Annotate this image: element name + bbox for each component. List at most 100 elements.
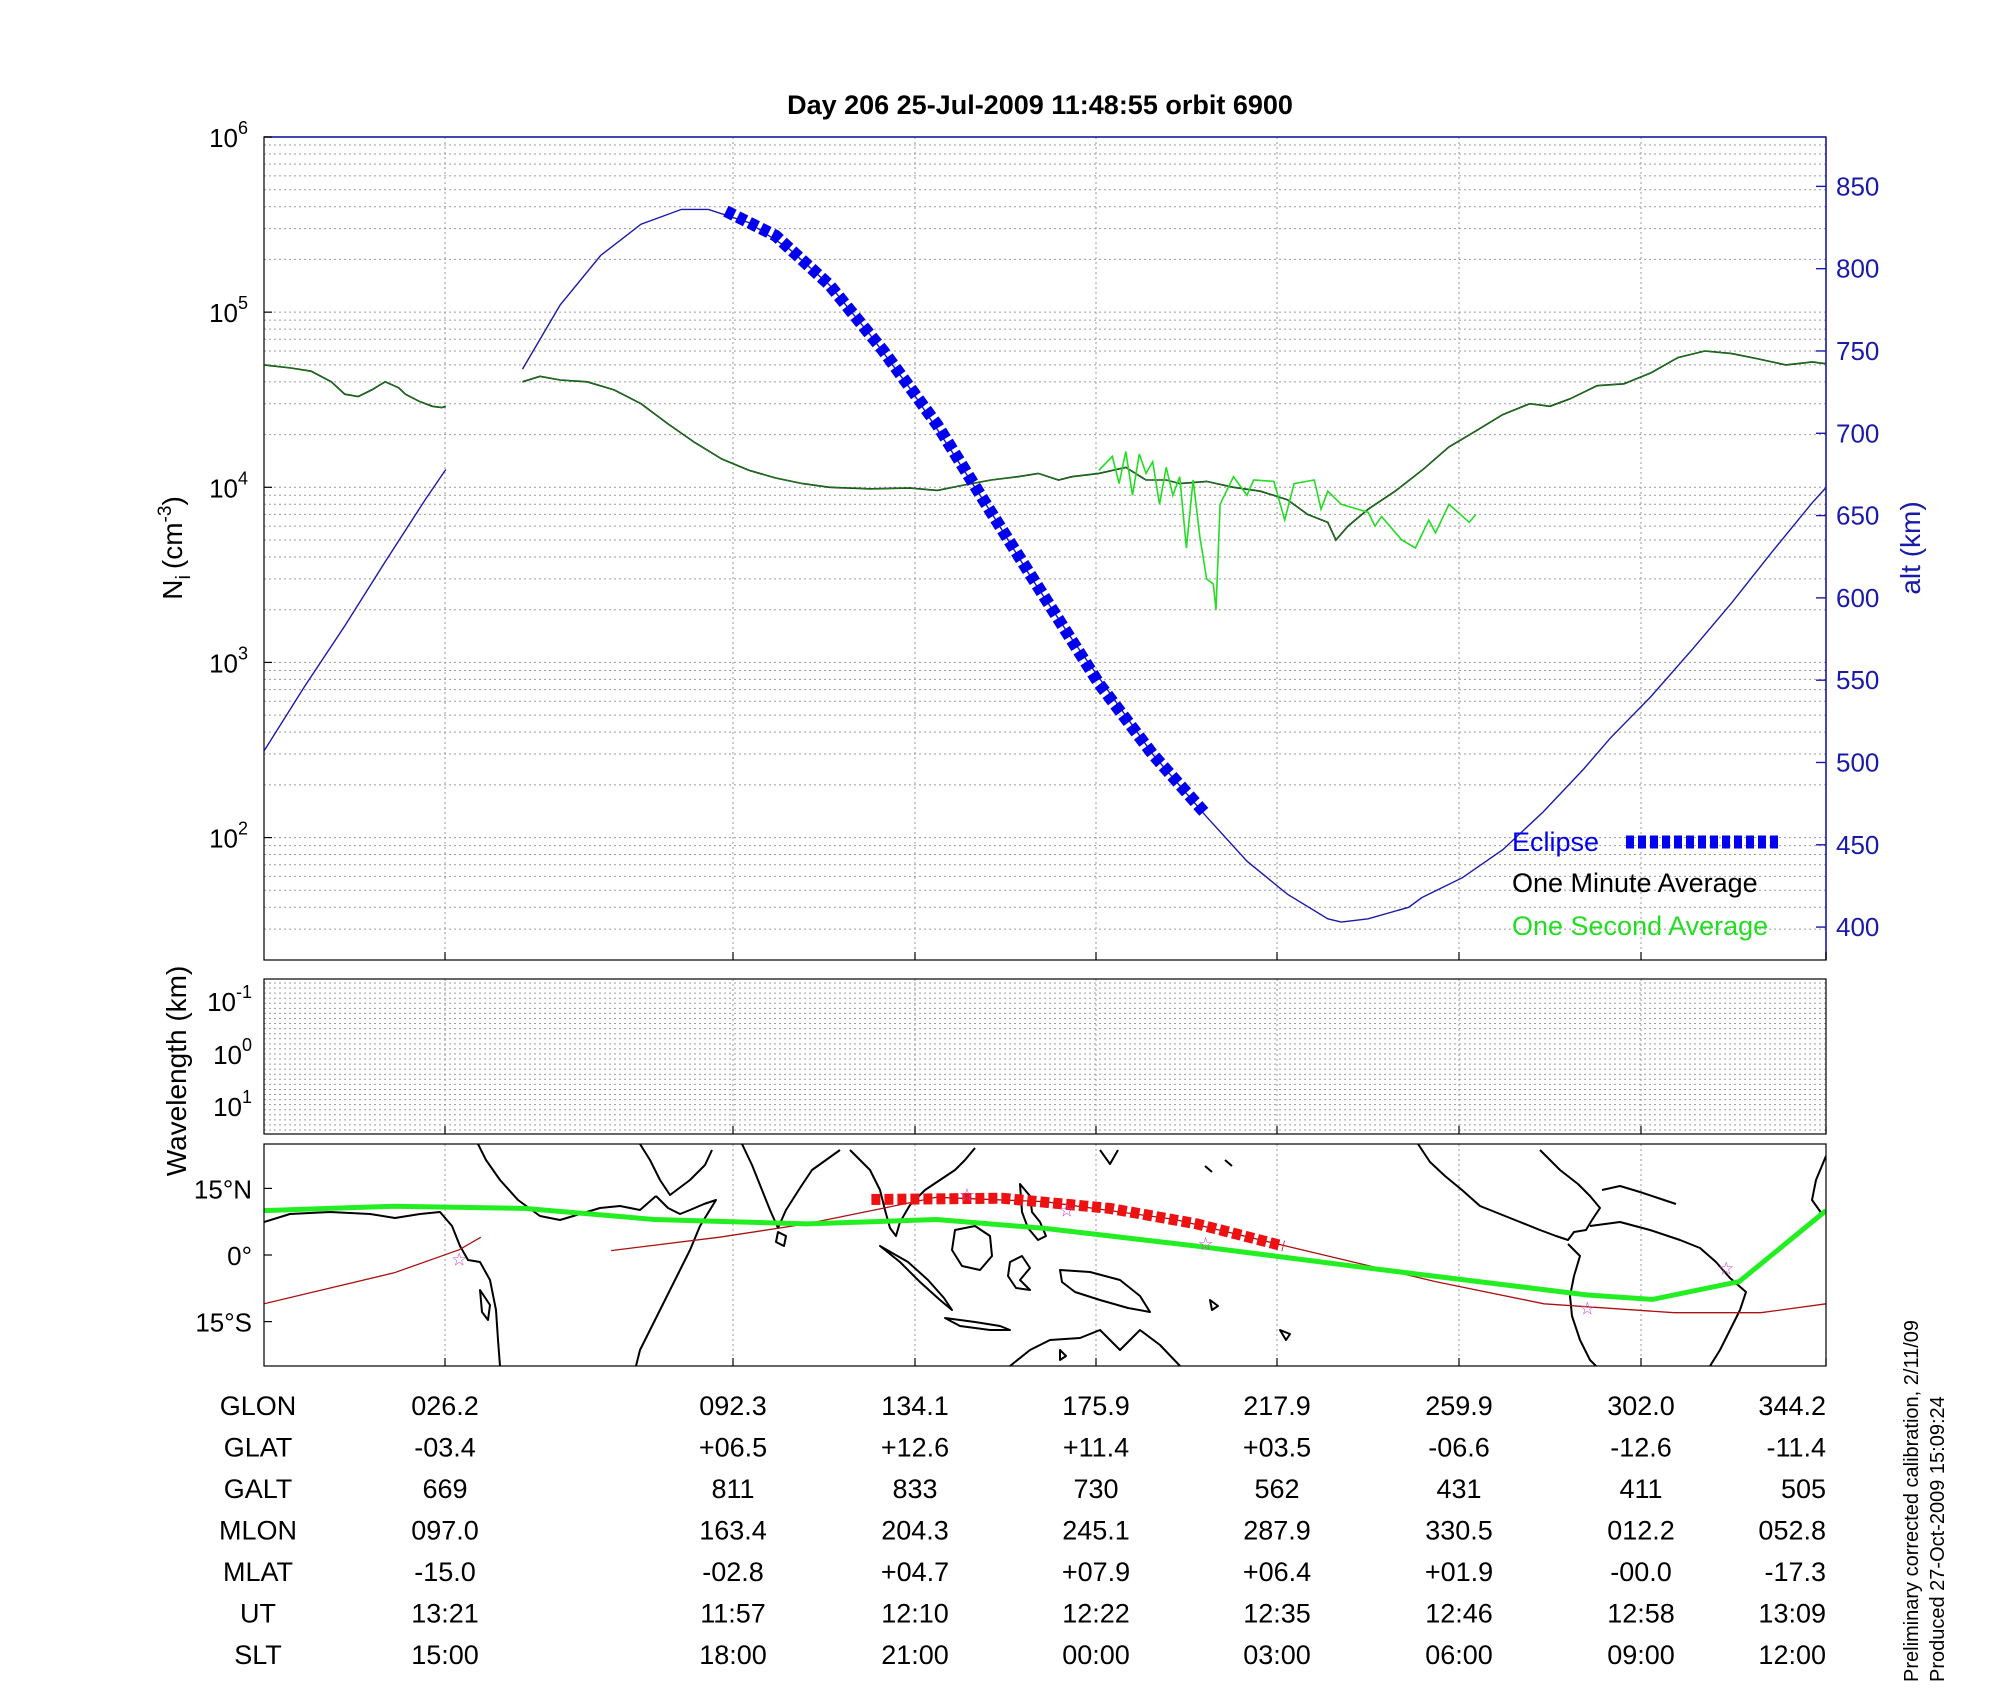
table-cell: 669: [422, 1474, 467, 1504]
altitude-tick-label: 650: [1836, 501, 1879, 531]
table-cell: 012.2: [1607, 1516, 1675, 1546]
table-cell: 21:00: [881, 1640, 949, 1670]
table-cell: 06:00: [1425, 1640, 1493, 1670]
y-tick-label: 102: [209, 819, 248, 854]
wavelength-tick-exponent: -1: [236, 982, 252, 1002]
wavelength-tick-label: 100: [213, 1035, 252, 1070]
y-tick-base: 10: [209, 824, 238, 854]
altitude-line: [1421, 487, 1827, 899]
table-cell: 411: [1619, 1474, 1662, 1504]
map-tick-label: 15°S: [195, 1308, 252, 1338]
table-cell: 12:10: [881, 1599, 949, 1629]
java: [944, 1317, 1011, 1331]
one-minute-average-line: [522, 375, 1423, 542]
star-marker: ☆: [959, 1185, 975, 1206]
table-row-label: UT: [240, 1599, 276, 1629]
pacific-islands-5: [1224, 1159, 1233, 1167]
wavelength-frame: [263, 978, 1827, 1135]
table-cell: +11.4: [1063, 1433, 1129, 1463]
y-tick-base: 10: [209, 473, 238, 503]
table-cell: 052.8: [1758, 1516, 1826, 1546]
map-tick-label: 0°: [227, 1241, 252, 1271]
legend-label-one-minute: One Minute Average: [1512, 868, 1758, 898]
legend: Eclipse One Minute Average One Second Av…: [1512, 827, 1778, 941]
madagascar: [479, 1289, 491, 1321]
table-cell: 15:00: [411, 1640, 479, 1670]
altitude-tick-label: 750: [1836, 336, 1879, 366]
altitude-tick-label: 500: [1836, 747, 1879, 777]
pacific-islands-2: [1279, 1329, 1291, 1341]
chart-title: Day 206 25-Jul-2009 11:48:55 orbit 6900: [787, 90, 1293, 120]
y-tick-label: 104: [209, 468, 248, 503]
y-tick-label: 105: [209, 293, 248, 328]
one-second-underlay-line: [1421, 350, 1826, 471]
australia: [1009, 1329, 1181, 1366]
star-marker: ☆: [1718, 1258, 1734, 1279]
africa-north: [477, 1144, 657, 1221]
y-tick-exponent: 4: [238, 468, 248, 488]
table-cell: 12:22: [1062, 1599, 1130, 1629]
japan: [1099, 1149, 1119, 1165]
table-row-label: GLAT: [224, 1433, 293, 1463]
eclipse-line: [723, 205, 1209, 816]
y-tick-base: 10: [209, 648, 238, 678]
table-cell: 730: [1073, 1474, 1118, 1504]
table-cell: 562: [1254, 1474, 1299, 1504]
table-cell: 204.3: [881, 1516, 949, 1546]
north-america: [1417, 1144, 1601, 1241]
legend-label-eclipse: Eclipse: [1512, 827, 1599, 857]
horn-of-africa: [655, 1195, 717, 1291]
map-panel: ☆ ☆ ☆ ☆ ☆ ☆ 15°N 0° 15°S: [194, 1143, 1827, 1367]
star-marker: ☆: [1197, 1234, 1213, 1255]
table-cell: 344.2: [1758, 1391, 1826, 1421]
table-cell: +06.5: [699, 1433, 767, 1463]
one-second-average-line: [1098, 451, 1477, 610]
table-cell: 092.3: [699, 1391, 767, 1421]
y-tick-label: 106: [209, 118, 248, 153]
table-cell: 11:57: [700, 1599, 766, 1629]
table-cell: -11.4: [1766, 1433, 1826, 1463]
caribbean: [1601, 1185, 1677, 1205]
table-cell: 12:46: [1425, 1599, 1493, 1629]
altitude-tick-label: 850: [1836, 171, 1879, 201]
table-cell: +06.4: [1243, 1557, 1311, 1587]
west-africa-edge: [1811, 1155, 1826, 1215]
table-row-label: MLON: [219, 1516, 297, 1546]
africa-coastline: [264, 1211, 501, 1366]
altitude-y-label: alt (km): [1895, 501, 1926, 594]
calibration-note: Preliminary corrected calibration, 2/11/…: [1901, 1320, 1923, 1682]
map-grid: [444, 1144, 1642, 1366]
table-cell: -00.0: [1610, 1557, 1672, 1587]
pacific-islands-1: [1209, 1299, 1219, 1311]
east-africa: [635, 1289, 671, 1366]
table-cell: -17.3: [1764, 1557, 1826, 1587]
density-grid: [264, 137, 1826, 961]
wavelength-tick-exponent: 0: [242, 1035, 252, 1055]
pacific-islands-3: [1059, 1349, 1067, 1361]
south-america-north: [1589, 1221, 1747, 1366]
y-tick-base: 10: [209, 123, 238, 153]
y-tick-exponent: 5: [238, 293, 248, 313]
table-cell: 163.4: [699, 1516, 767, 1546]
table-cell: 833: [892, 1474, 937, 1504]
table-cell: 12:00: [1758, 1640, 1826, 1670]
table-cell: +01.9: [1425, 1557, 1493, 1587]
table-row-label: MLAT: [223, 1557, 293, 1587]
sulawesi: [1007, 1255, 1031, 1291]
sumatra: [879, 1245, 953, 1311]
altitude-tick-label: 600: [1836, 583, 1879, 613]
table-cell: 175.9: [1062, 1391, 1130, 1421]
table-cell: -15.0: [414, 1557, 476, 1587]
legend-label-one-second: One Second Average: [1512, 911, 1768, 941]
altitude-tick-label: 700: [1836, 418, 1879, 448]
arabia-coastline: [639, 1144, 713, 1196]
pacific-islands-4: [1204, 1165, 1213, 1173]
altitude-tick-label: 800: [1836, 254, 1879, 284]
magnetic-equator-line: [611, 1196, 1826, 1314]
wavelength-tick-exponent: 1: [242, 1087, 252, 1107]
table-cell: -03.4: [414, 1433, 476, 1463]
ground-track-line: [264, 1203, 1826, 1302]
